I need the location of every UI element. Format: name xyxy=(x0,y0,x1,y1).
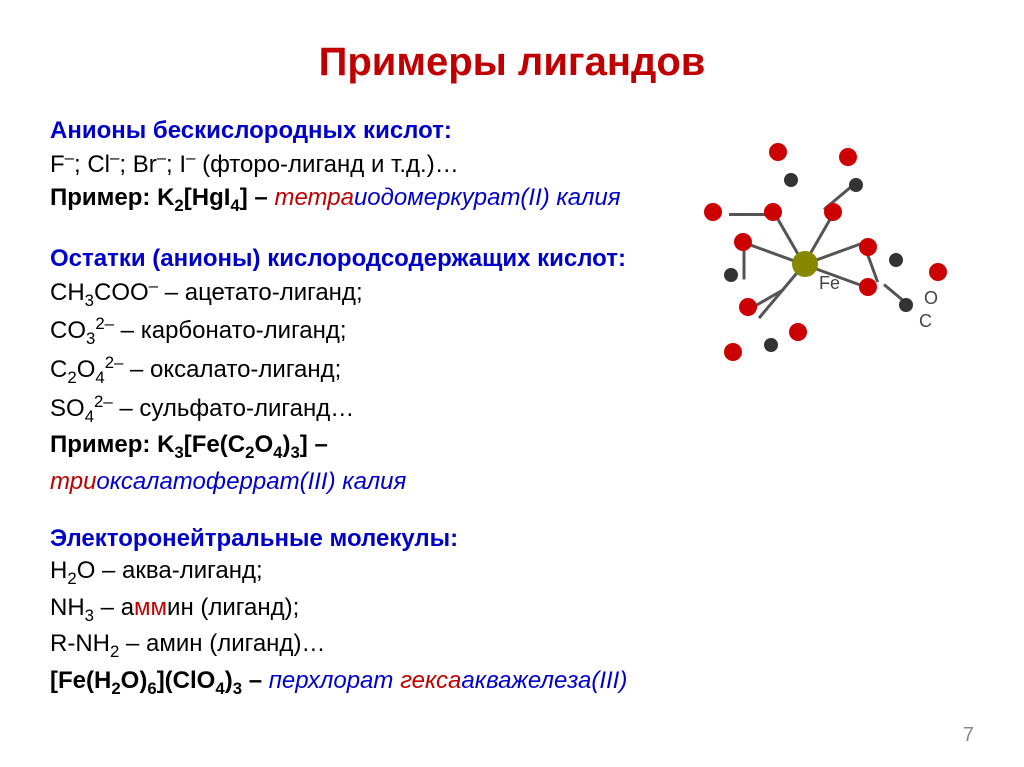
o-atom xyxy=(929,263,947,281)
slide-title: Примеры лигандов xyxy=(50,40,974,85)
s2-l1: CH3COO– – ацетато-лиганд; xyxy=(50,275,674,312)
s2exlabel: Пример: K xyxy=(50,431,174,458)
o-atom xyxy=(859,278,877,296)
c-atom xyxy=(849,178,863,192)
ex1-formula: [HgI xyxy=(184,184,231,211)
ex1-label: Пример: K xyxy=(50,184,174,211)
section1-example: Пример: K2[HgI4] – тетраиодомеркурат(II)… xyxy=(50,182,674,217)
ex1-rest: меркурат(II) калия xyxy=(407,184,620,211)
s2-l3: C2O42– – оксалато-лиганд; xyxy=(50,352,674,389)
fe-atom xyxy=(792,251,818,277)
s2exred: три xyxy=(50,468,96,495)
ex1-red: тетра xyxy=(274,184,354,211)
c-atom xyxy=(889,253,903,267)
s2l1c: – ацетато-лиганд; xyxy=(158,279,363,306)
text-cl: ; Cl xyxy=(74,151,110,178)
s2-l4: SO42– – сульфато-лиганд… xyxy=(50,391,674,428)
o-atom xyxy=(734,233,752,251)
c-atom xyxy=(784,173,798,187)
s2exf1: [Fe(C xyxy=(184,431,245,458)
s2exf4: ] – xyxy=(300,431,328,458)
s3l2a: NH xyxy=(50,594,85,621)
c-label: C xyxy=(919,311,932,332)
ex1-end: ] – xyxy=(240,184,275,211)
text-i: ; I xyxy=(166,151,186,178)
fe-label: Fe xyxy=(819,273,840,294)
o-atom xyxy=(739,298,757,316)
s3l4blue: аква xyxy=(461,667,511,694)
o-atom xyxy=(789,323,807,341)
s2l2a: CO xyxy=(50,317,86,344)
s2-example-name: триоксалатоферрат(III) калия xyxy=(50,466,674,497)
o-atom xyxy=(764,203,782,221)
s2exrest: феррат(III) калия xyxy=(206,468,406,495)
s2l4a: SO xyxy=(50,395,85,422)
s3l4rest: железа(III) xyxy=(511,667,627,694)
s2l2b: – карбонато-лиганд; xyxy=(114,317,347,344)
s2exmid: оксалато xyxy=(96,468,205,495)
o-atom xyxy=(769,143,787,161)
c-atom xyxy=(899,298,913,312)
s3l1a: H xyxy=(50,557,67,584)
text-rest1: (фторо-лиганд и т.д.)… xyxy=(195,151,458,178)
text-br: ; Br xyxy=(119,151,156,178)
section1-formula-line: F–; Cl–; Br–; I– (фторо-лиганд и т.д.)… xyxy=(50,147,674,180)
c-atom xyxy=(724,268,738,282)
o-atom xyxy=(724,343,742,361)
s3l4d: ) xyxy=(225,667,233,694)
section2-header: Остатки (анионы) кислородсодержащих кисл… xyxy=(50,245,674,273)
molecule-diagram: Fe O C xyxy=(674,123,954,403)
o-label: O xyxy=(924,288,938,309)
ex1-mid: иодо xyxy=(354,184,407,211)
o-atom xyxy=(859,238,877,256)
s2l1a: CH xyxy=(50,279,85,306)
o-atom xyxy=(704,203,722,221)
s3-l1: H2O – аква-лиганд; xyxy=(50,555,674,590)
s3l4b: O) xyxy=(121,667,148,694)
s2l3c: – оксалато-лиганд; xyxy=(123,356,341,383)
c-atom xyxy=(764,338,778,352)
section3-header: Электоронейтральные молекулы: xyxy=(50,525,674,553)
section1-header: Анионы бескислородных кислот: xyxy=(50,117,674,145)
s3l1b: O – аква-лиганд; xyxy=(77,557,263,584)
s3-l4: [Fe(H2O)6](ClO4)3 – перхлорат гексаакваж… xyxy=(50,665,674,700)
page-number: 7 xyxy=(963,724,974,747)
s3-l2: NH3 – аммин (лиганд); xyxy=(50,592,674,627)
content-wrapper: Анионы бескислородных кислот: F–; Cl–; B… xyxy=(50,103,974,702)
s2exf2: O xyxy=(254,431,273,458)
s2-l2: CO32– – карбонато-лиганд; xyxy=(50,313,674,350)
molecule-column: Fe O C xyxy=(674,103,974,702)
s3l2c: ин (лиганд); xyxy=(167,594,299,621)
s3l2red: мм xyxy=(134,594,167,621)
s3l4red: гекса xyxy=(400,667,461,694)
s2l1b: COO xyxy=(94,279,149,306)
s2l3a: C xyxy=(50,356,67,383)
s3l3b: – амин (лиганд)… xyxy=(119,630,325,657)
s3l2b: – а xyxy=(94,594,134,621)
text-column: Анионы бескислородных кислот: F–; Cl–; B… xyxy=(50,103,674,702)
s3l4c: ](ClO xyxy=(157,667,216,694)
s3l4e: – xyxy=(242,667,269,694)
s3l4a: [Fe(H xyxy=(50,667,111,694)
s2l4b: – сульфато-лиганд… xyxy=(113,395,355,422)
s3-l3: R-NH2 – амин (лиганд)… xyxy=(50,628,674,663)
s3l4n1: перхлорат xyxy=(269,667,400,694)
s2l3b: O xyxy=(77,356,96,383)
o-atom xyxy=(839,148,857,166)
s3l3a: R-NH xyxy=(50,630,110,657)
s2-example: Пример: K3[Fe(C2O4)3] – xyxy=(50,429,674,464)
text-f: F xyxy=(50,151,65,178)
o-atom xyxy=(824,203,842,221)
